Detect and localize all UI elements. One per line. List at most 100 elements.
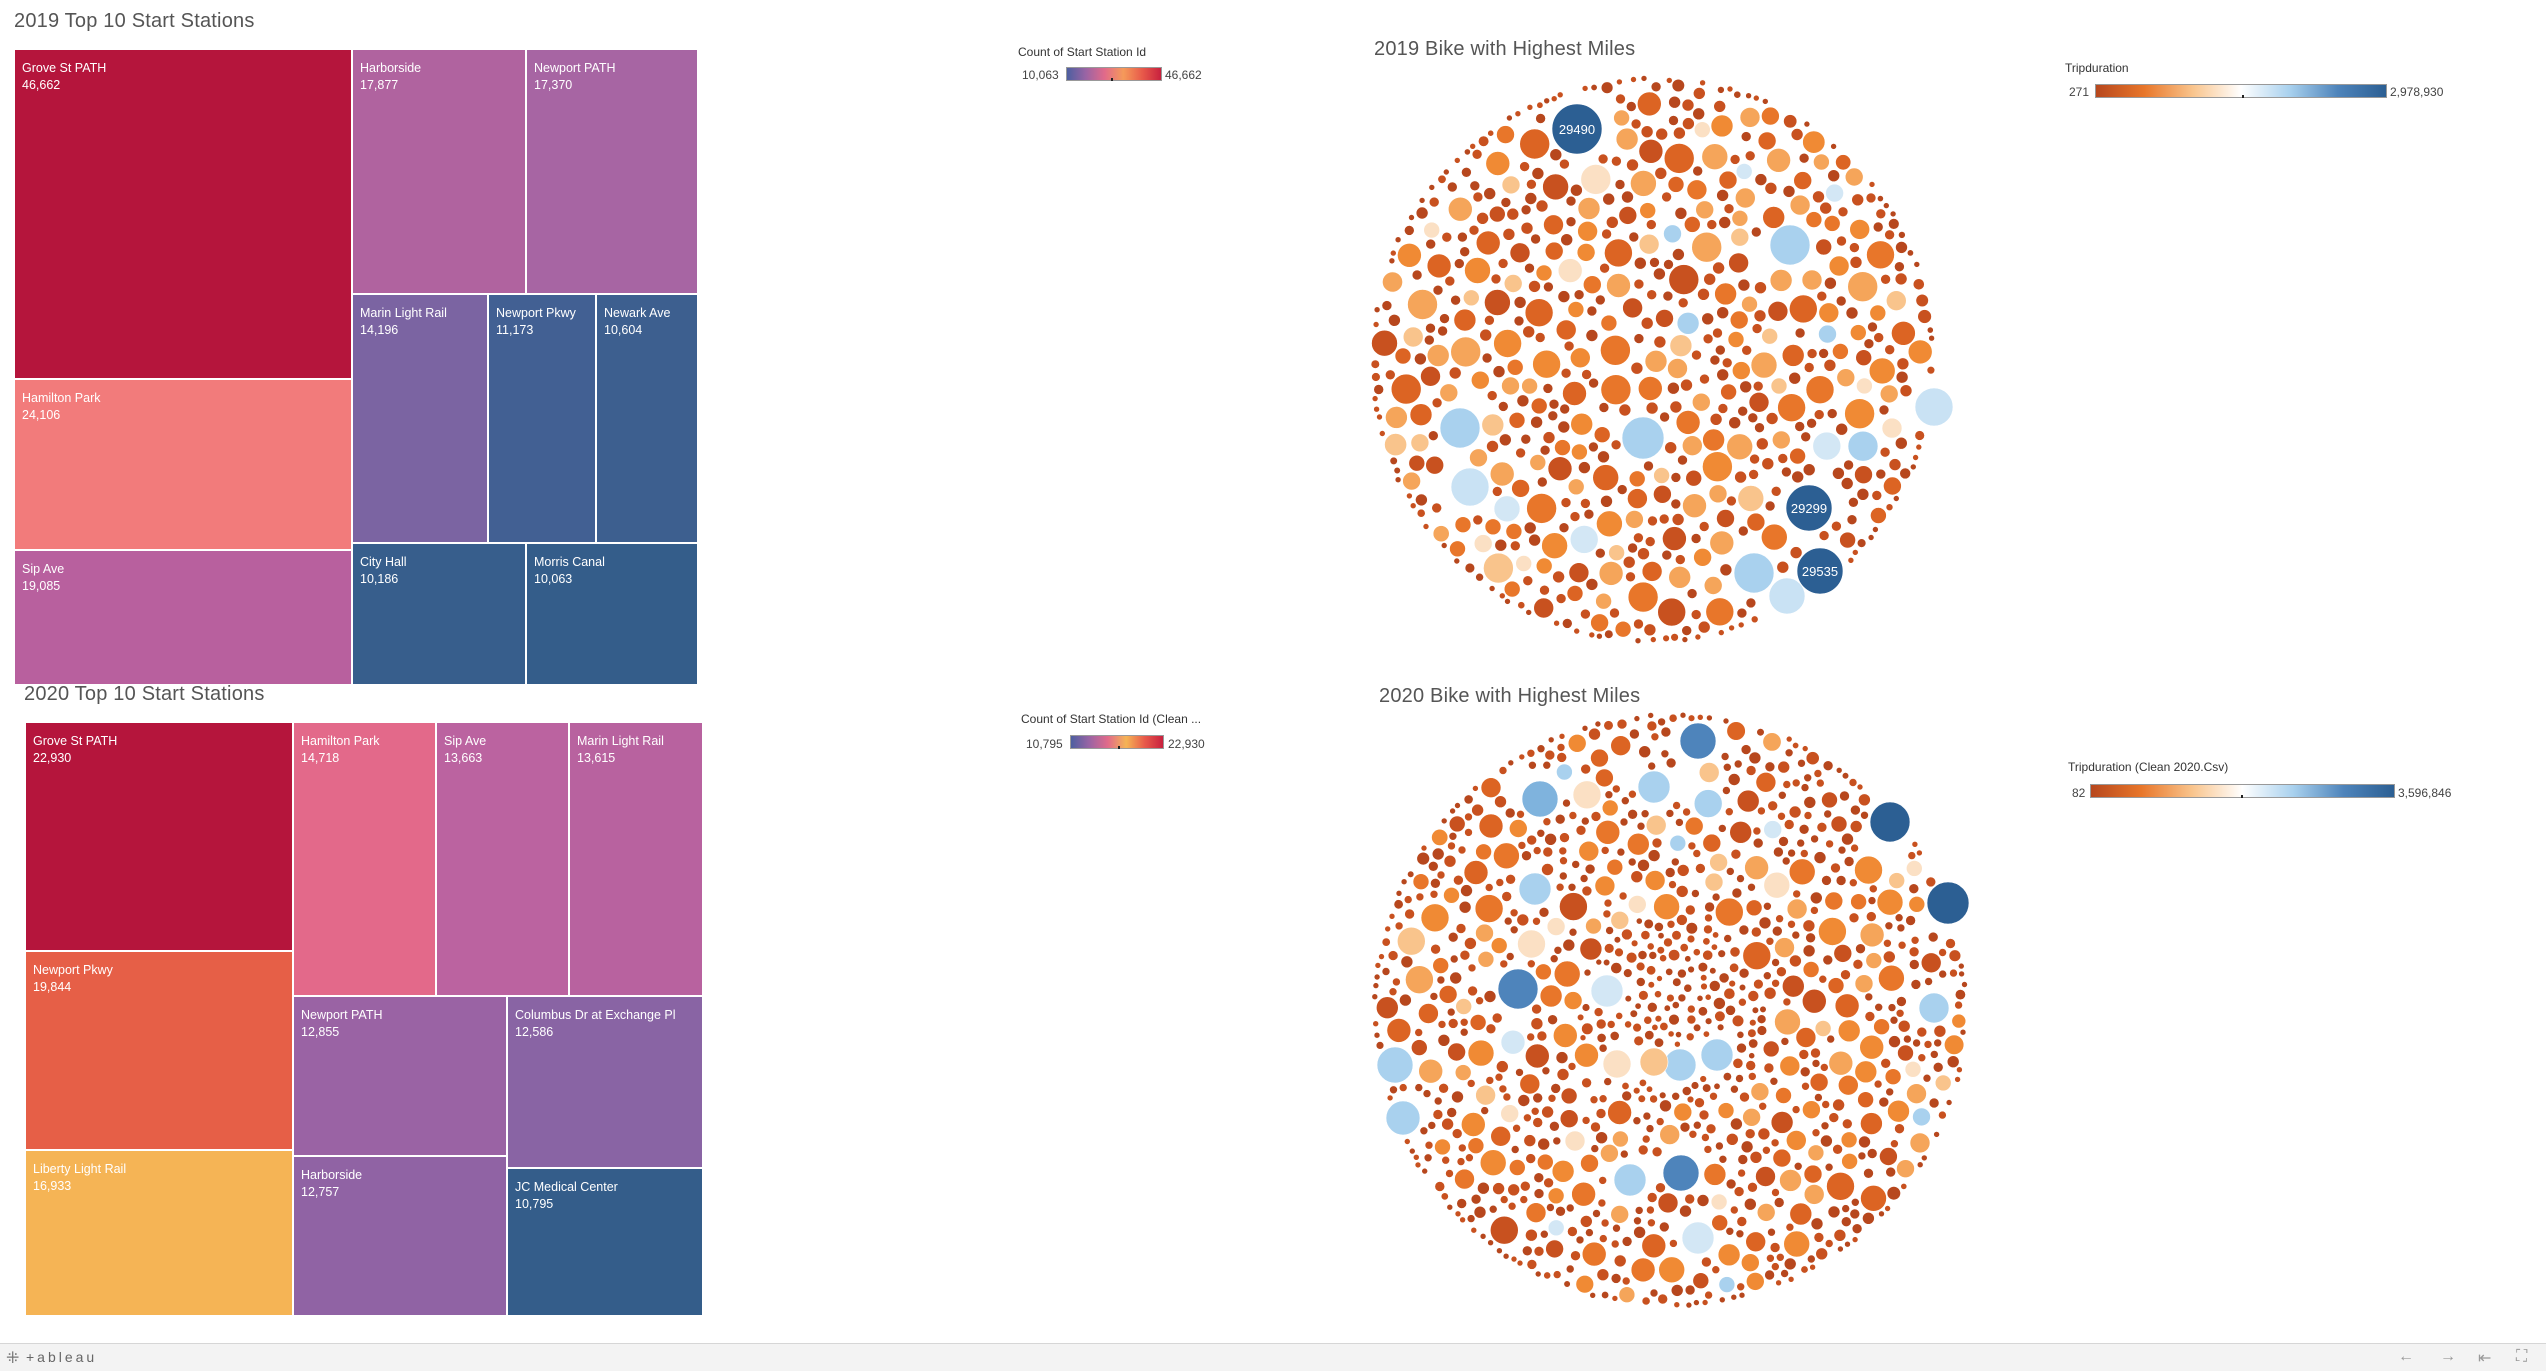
bubble[interactable]: [1668, 880, 1677, 889]
bubble[interactable]: [1581, 1116, 1591, 1125]
bubble[interactable]: [1766, 1254, 1775, 1263]
bubble[interactable]: [1774, 1008, 1801, 1036]
bubble[interactable]: [1747, 412, 1759, 424]
bubble[interactable]: [1519, 161, 1530, 172]
bubble[interactable]: [1683, 983, 1693, 993]
bubble[interactable]: [1659, 954, 1667, 963]
bubble[interactable]: [1524, 298, 1554, 328]
bubble[interactable]: [1499, 959, 1509, 969]
bubble[interactable]: [1632, 1086, 1641, 1095]
revert-icon[interactable]: ⇤: [2478, 1350, 2492, 1367]
bubble[interactable]: [1627, 488, 1648, 509]
bubble[interactable]: [1858, 1135, 1871, 1149]
bubble[interactable]: [1494, 795, 1507, 809]
bubble[interactable]: [1555, 593, 1567, 604]
bubble[interactable]: [1867, 896, 1877, 905]
bubble[interactable]: [1928, 334, 1935, 342]
bubble[interactable]: [1610, 910, 1630, 930]
bubble[interactable]: [1454, 802, 1461, 809]
bubble[interactable]: [1728, 252, 1749, 274]
bubble[interactable]: [1675, 410, 1701, 435]
bubble[interactable]: [1699, 1075, 1707, 1083]
bubble[interactable]: [1476, 212, 1489, 225]
bubble[interactable]: [1493, 495, 1521, 523]
bubble[interactable]: [1592, 1209, 1601, 1218]
bubble[interactable]: [1409, 403, 1433, 427]
bubble[interactable]: [1878, 1210, 1885, 1218]
bubble[interactable]: [1432, 1109, 1444, 1120]
bubble[interactable]: [1686, 179, 1708, 201]
bubble[interactable]: [1713, 100, 1726, 113]
bubble[interactable]: [1788, 371, 1801, 385]
bubble[interactable]: [1736, 607, 1748, 619]
bubble[interactable]: [1434, 1181, 1446, 1192]
bubble[interactable]: [1914, 430, 1925, 441]
bubble[interactable]: [1426, 253, 1452, 279]
bubble[interactable]: [1463, 860, 1489, 885]
bubble[interactable]: [1525, 1228, 1538, 1242]
bubble[interactable]: [1595, 1018, 1607, 1030]
bubble[interactable]: [1610, 1273, 1622, 1284]
bubble[interactable]: [1598, 561, 1624, 586]
bubble[interactable]: [1698, 521, 1710, 532]
bubble[interactable]: [1580, 164, 1612, 195]
bubble[interactable]: [1657, 597, 1686, 627]
bubble[interactable]: [1856, 487, 1870, 501]
bubble[interactable]: [1855, 943, 1866, 955]
bubble[interactable]: [1490, 937, 1508, 954]
bubble[interactable]: [1613, 109, 1630, 127]
bubble[interactable]: [1775, 914, 1784, 924]
bubble[interactable]: [1912, 1107, 1931, 1127]
bubble[interactable]: [1536, 744, 1546, 754]
bubble[interactable]: [1745, 92, 1752, 99]
bubble[interactable]: [1439, 407, 1481, 449]
bubble[interactable]: [1684, 1284, 1696, 1296]
bubble[interactable]: [1513, 315, 1525, 327]
bubble[interactable]: [1430, 877, 1441, 889]
bubble[interactable]: [1663, 143, 1695, 174]
bubble[interactable]: [1922, 1073, 1932, 1083]
bubble[interactable]: [1780, 1269, 1789, 1278]
bubble[interactable]: [1785, 735, 1793, 743]
bubble[interactable]: [1469, 143, 1476, 150]
bubble[interactable]: [1705, 1123, 1717, 1135]
bubble[interactable]: [1761, 457, 1775, 471]
bubble[interactable]: [1624, 994, 1632, 1003]
bubble[interactable]: [1579, 937, 1603, 961]
bubble[interactable]: [1865, 952, 1883, 969]
bubble[interactable]: [1398, 1083, 1408, 1092]
bubble[interactable]: [1520, 433, 1532, 445]
bubble[interactable]: [1525, 609, 1532, 616]
bubble[interactable]: [1546, 917, 1566, 936]
bubble[interactable]: [1682, 493, 1707, 519]
bubble[interactable]: [1660, 726, 1672, 738]
bubble[interactable]: [1818, 530, 1830, 541]
bubble[interactable]: [1488, 585, 1496, 592]
bubble[interactable]: [1504, 598, 1511, 605]
bubble[interactable]: [1739, 1091, 1750, 1103]
bubble[interactable]: [1489, 461, 1515, 487]
bubble[interactable]: [1906, 1083, 1927, 1104]
bubble[interactable]: [1761, 327, 1778, 345]
bubble[interactable]: [1603, 943, 1615, 954]
bubble[interactable]: [1469, 180, 1481, 192]
bubble[interactable]: [1706, 219, 1718, 230]
bubble[interactable]: [1662, 634, 1670, 642]
bubble[interactable]: [1754, 173, 1768, 186]
bubble[interactable]: [1764, 761, 1776, 773]
bubble[interactable]: [1916, 849, 1923, 857]
bubble[interactable]: [1671, 78, 1685, 93]
bubble[interactable]: [1562, 381, 1587, 406]
bubble[interactable]: [1376, 1046, 1414, 1084]
bubble[interactable]: [1648, 951, 1658, 960]
bubble[interactable]: [1815, 1247, 1828, 1261]
bubble[interactable]: [1515, 447, 1526, 459]
bubble[interactable]: [1521, 780, 1559, 818]
bubble[interactable]: [1818, 324, 1837, 344]
bubble[interactable]: [1883, 202, 1890, 209]
bubble-29299[interactable]: [1785, 484, 1833, 532]
bubble[interactable]: [1459, 246, 1470, 257]
bubble[interactable]: [1767, 1227, 1776, 1237]
bubble[interactable]: [1657, 932, 1665, 940]
bubble[interactable]: [1772, 430, 1791, 450]
